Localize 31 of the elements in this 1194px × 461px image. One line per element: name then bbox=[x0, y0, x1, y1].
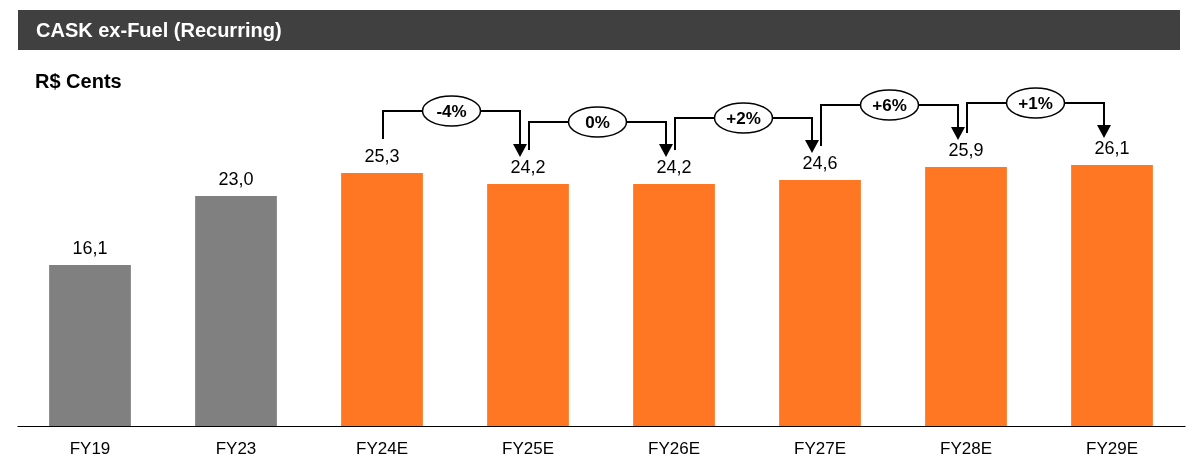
bar bbox=[195, 196, 277, 426]
data-label: 25,9 bbox=[948, 140, 984, 160]
data-label: 23,0 bbox=[218, 169, 254, 189]
text: 0% bbox=[585, 113, 610, 132]
text: -4% bbox=[436, 102, 467, 121]
data-label: 24,6 bbox=[802, 153, 838, 173]
bar bbox=[633, 184, 715, 426]
bar bbox=[779, 180, 861, 426]
x-tick-label: FY28E bbox=[940, 438, 992, 458]
x-tick-label: FY24E bbox=[356, 438, 408, 458]
text: +1% bbox=[1018, 94, 1053, 113]
data-label: 25,3 bbox=[364, 146, 400, 166]
data-label: 24,2 bbox=[510, 157, 546, 177]
x-tick-label: FY23 bbox=[215, 438, 257, 458]
data-label: 16,1 bbox=[72, 238, 108, 258]
bar bbox=[1071, 165, 1153, 426]
data-label: 24,2 bbox=[656, 157, 692, 177]
bar bbox=[925, 167, 1007, 426]
bar bbox=[341, 173, 423, 426]
x-tick-label: FY29E bbox=[1086, 438, 1138, 458]
chart-title: CASK ex-Fuel (Recurring) bbox=[18, 10, 1180, 50]
bar bbox=[49, 265, 131, 426]
x-tick-label: FY26E bbox=[648, 438, 700, 458]
chart-subtitle: R$ Cents bbox=[35, 70, 122, 93]
text: +2% bbox=[726, 109, 761, 128]
text: +6% bbox=[872, 96, 907, 115]
x-tick-label: FY25E bbox=[502, 438, 554, 458]
bar bbox=[487, 184, 569, 426]
x-tick-label: FY19 bbox=[69, 438, 111, 458]
data-label: 26,1 bbox=[1094, 138, 1130, 158]
x-tick-label: FY27E bbox=[794, 438, 846, 458]
